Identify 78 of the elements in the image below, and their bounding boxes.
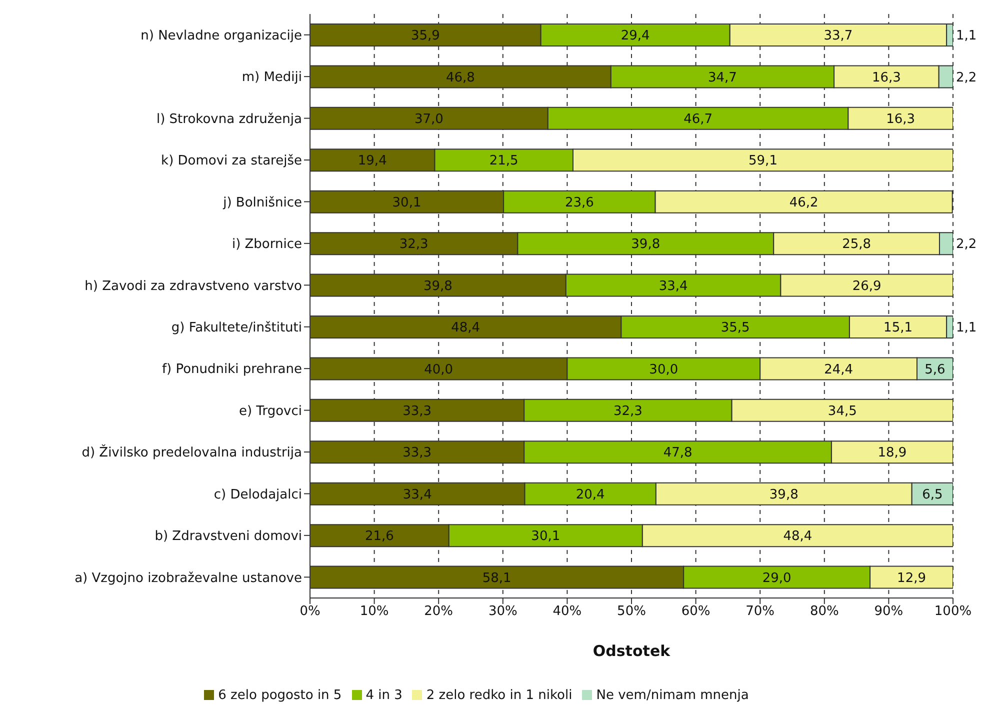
data-label: 40,0 <box>424 362 454 378</box>
y-tick-label: j) Bolnišnice <box>222 195 302 210</box>
x-tick-label: 40% <box>552 604 582 620</box>
data-label: 30,1 <box>531 529 560 544</box>
data-label: 35,5 <box>720 320 750 336</box>
data-label: 19,4 <box>358 154 387 169</box>
y-tick-label: m) Mediji <box>242 70 302 86</box>
data-label: 23,6 <box>564 195 594 210</box>
data-label: 24,4 <box>824 362 854 378</box>
x-tick-label: 20% <box>424 604 454 620</box>
data-label: 33,4 <box>402 487 432 502</box>
data-label: 1,1 <box>956 320 977 336</box>
data-label: 39,8 <box>423 278 452 294</box>
x-tick-label: 50% <box>617 604 646 620</box>
data-label: 35,9 <box>410 28 440 44</box>
data-label: 46,7 <box>684 112 713 127</box>
y-tick-label: h) Zavodi za zdravstveno varstvo <box>84 278 302 294</box>
data-label: 33,3 <box>402 446 432 461</box>
legend-label: 2 zelo redko in 1 nikoli <box>426 688 572 703</box>
y-tick-label: d) Živilsko predelovalna industrija <box>82 444 302 461</box>
y-tick-label: i) Zbornice <box>232 237 302 252</box>
data-label: 30,1 <box>392 195 422 210</box>
x-tick-label: 0% <box>300 604 320 620</box>
data-label: 1,1 <box>956 28 977 44</box>
x-tick-label: 70% <box>746 604 775 620</box>
legend-label: Ne vem/nimam mnenja <box>596 688 749 703</box>
y-tick-label: l) Strokovna združenja <box>156 112 302 127</box>
data-label: 16,3 <box>872 70 901 86</box>
data-label: 46,8 <box>446 70 475 86</box>
legend-label: 6 zelo pogosto in 5 <box>218 688 342 703</box>
x-tick-label: 10% <box>360 604 389 620</box>
data-label: 26,9 <box>852 278 882 294</box>
data-label: 32,3 <box>399 237 428 252</box>
y-tick-label: f) Ponudniki prehrane <box>162 362 302 378</box>
data-label: 33,7 <box>824 28 853 44</box>
data-label: 37,0 <box>414 112 444 127</box>
y-tick-label: b) Zdravstveni domovi <box>154 529 302 544</box>
x-tick-label: 60% <box>681 604 710 620</box>
y-tick-label: g) Fakultete/inštituti <box>171 320 302 336</box>
y-tick-label: c) Delodajalci <box>214 487 302 502</box>
data-label: 29,4 <box>620 28 650 44</box>
data-label: 34,5 <box>828 404 857 419</box>
data-label: 5,6 <box>924 362 946 378</box>
data-label: 48,4 <box>783 529 812 544</box>
y-tick-label: n) Nevladne organizacije <box>140 28 302 44</box>
data-label: 48,4 <box>451 320 480 336</box>
y-tick-label: a) Vzgojno izobraževalne ustanove <box>74 570 302 586</box>
data-label: 25,8 <box>842 237 872 252</box>
data-label: 21,5 <box>489 154 518 169</box>
y-tick-label: e) Trgovci <box>238 404 302 419</box>
x-tick-label: 80% <box>810 604 839 620</box>
x-tick-label: 30% <box>488 604 518 620</box>
data-label: 6,5 <box>922 487 943 502</box>
x-tick-label: 100% <box>934 604 972 620</box>
data-label: 29,0 <box>762 570 792 586</box>
legend-label: 4 in 3 <box>366 688 402 703</box>
data-label: 18,9 <box>878 446 907 461</box>
data-label: 15,1 <box>884 320 912 336</box>
data-label: 59,1 <box>748 154 778 169</box>
data-label: 58,1 <box>482 570 512 586</box>
data-label: 32,3 <box>613 404 642 419</box>
data-label: 2,2 <box>956 70 977 86</box>
data-label: 16,3 <box>886 112 916 127</box>
data-label: 33,3 <box>402 404 432 419</box>
data-label: 39,8 <box>631 237 660 252</box>
data-label: 46,2 <box>789 195 818 210</box>
data-label: 12,9 <box>897 570 926 586</box>
data-label: 30,0 <box>649 362 678 378</box>
data-label: 33,4 <box>658 278 688 294</box>
data-label: 20,4 <box>576 487 605 502</box>
x-axis-title: Odstotek <box>592 642 672 660</box>
data-label: 39,8 <box>769 487 798 502</box>
data-label: 34,7 <box>708 70 737 86</box>
data-label: 21,6 <box>364 529 394 544</box>
data-label: 47,8 <box>663 446 692 461</box>
data-label: 2,2 <box>956 237 977 252</box>
y-tick-label: k) Domovi za starejše <box>161 154 302 169</box>
x-tick-label: 90% <box>874 604 904 620</box>
